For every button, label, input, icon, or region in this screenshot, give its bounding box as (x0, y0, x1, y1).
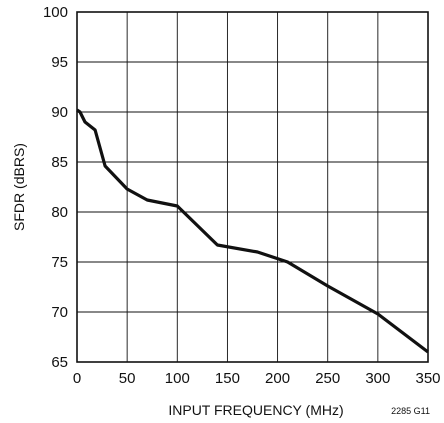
y-tick-label-3: 80 (51, 204, 68, 221)
y-tick-label-6: 95 (51, 54, 68, 71)
plot-frame (76, 11, 429, 363)
y-tick-labels: 65 70 75 80 85 90 95 100 (43, 4, 68, 371)
y-tick-label-4: 85 (51, 154, 68, 171)
x-tick-label-0: 0 (73, 370, 81, 387)
x-tick-labels: 0 50 100 150 200 250 300 350 (73, 370, 441, 387)
x-tick-label-6: 300 (365, 370, 390, 387)
x-tick-label-7: 350 (415, 370, 440, 387)
x-tick-label-1: 50 (119, 370, 136, 387)
y-axis-label: SFDR (dBRS) (11, 143, 27, 231)
grid (76, 11, 429, 363)
y-tick-label-7: 100 (43, 4, 68, 21)
x-tick-label-4: 200 (265, 370, 290, 387)
series-line-0 (76, 108, 429, 354)
x-tick-label-3: 150 (215, 370, 240, 387)
y-tick-label-2: 75 (51, 254, 68, 271)
y-tick-label-0: 65 (51, 354, 68, 371)
figure-id: 2285 G11 (391, 406, 430, 416)
x-tick-label-2: 100 (165, 370, 190, 387)
series-layer (76, 108, 429, 354)
y-tick-label-5: 90 (51, 104, 68, 121)
y-tick-label-1: 70 (51, 304, 68, 321)
x-tick-label-5: 250 (315, 370, 340, 387)
x-axis-label: INPUT FREQUENCY (MHz) (168, 402, 343, 418)
